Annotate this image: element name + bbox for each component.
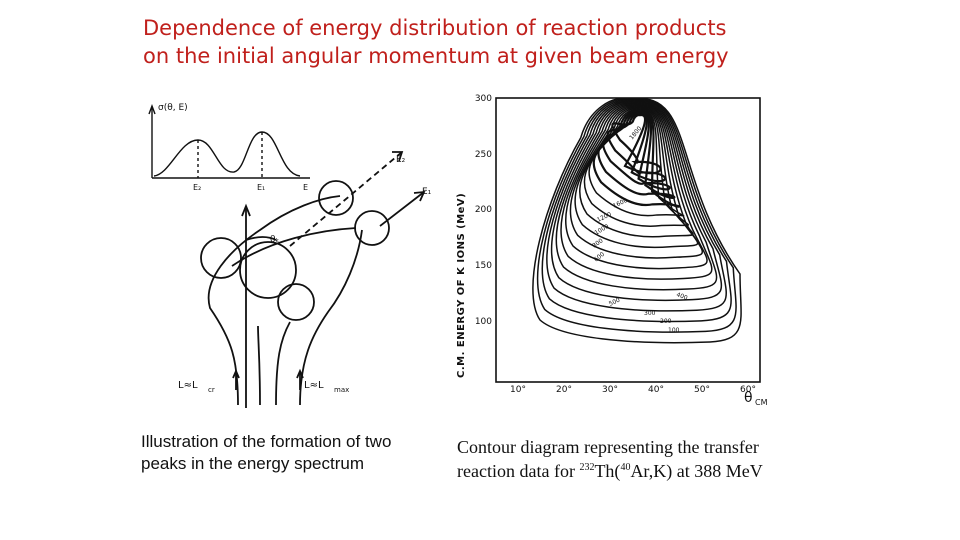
nucleus-center — [239, 241, 297, 299]
angle-arc — [245, 236, 277, 241]
right-caption-line-2: reaction data for 232Th(40Ar,K) at 388 M… — [457, 459, 817, 483]
spectrum-axis-label: σ(θ, E) — [158, 103, 188, 113]
slide-title-line-2: on the initial angular momentum at given… — [143, 44, 729, 68]
y-tick-200: 200 — [475, 205, 492, 215]
beam-label-e1: E₁ — [422, 187, 432, 197]
nucleus-lower-right — [277, 283, 315, 321]
contour-diagram-figure: C.M. ENERGY OF K IONS (MeV) 300 250 200 … — [456, 94, 768, 407]
contour-line — [592, 110, 680, 208]
angle-label: θₖ — [270, 235, 280, 245]
peak-label-e1: E₁ — [257, 183, 265, 192]
contour-line — [578, 107, 694, 238]
x-tick-60: 60° — [740, 385, 756, 395]
beam-label-e2: E₂ — [396, 155, 406, 165]
left-caption-line-2: peaks in the energy spectrum — [141, 454, 365, 473]
contour-label-1600: 1600 — [612, 197, 629, 210]
l-max-sub: max — [334, 386, 349, 394]
contour-line — [555, 102, 718, 291]
l-max-arrowhead — [296, 368, 304, 379]
spectrum-curve — [153, 131, 301, 177]
y-tick-100: 100 — [475, 317, 492, 327]
contour-label-100: 100 — [668, 327, 680, 334]
outer-trajectory-left — [207, 195, 341, 406]
contour-line — [583, 108, 689, 227]
contour-line — [541, 99, 732, 323]
y-tick-300: 300 — [475, 94, 492, 104]
peak-label-e: E — [303, 183, 308, 192]
contour-line — [569, 105, 704, 259]
x-tick-30: 30° — [602, 385, 618, 395]
right-figure-caption: Contour diagram representing the transfe… — [457, 435, 817, 483]
x-tick-40: 40° — [648, 385, 664, 395]
contour-line — [588, 109, 685, 217]
contour-line — [532, 97, 742, 344]
l-cr-label: L≈L — [178, 380, 198, 391]
contour-line — [550, 101, 723, 302]
contour-label-200: 200 — [660, 318, 672, 325]
x-tick-50: 50° — [694, 385, 710, 395]
contour-label-1200: 1200 — [596, 211, 613, 224]
contour-line — [602, 111, 671, 191]
left-figure-caption: Illustration of the formation of two pea… — [141, 431, 441, 475]
beam-e2-dashed — [289, 151, 403, 247]
l-max-label: L≈L — [304, 380, 324, 391]
spectrum-y-arrow — [148, 104, 156, 115]
mid-trajectory — [231, 227, 357, 267]
nucleus-upper — [318, 180, 354, 216]
contour-label-300: 300 — [644, 310, 656, 317]
contour-label-400: 400 — [675, 291, 688, 302]
contour-lines — [532, 97, 742, 344]
contour-line — [606, 112, 667, 183]
caption-suffix: Ar,K) at 388 MeV — [630, 461, 763, 481]
plot-frame — [495, 97, 761, 383]
contour-label-1000: 1000 — [594, 223, 611, 237]
x-tick-20: 20° — [556, 385, 572, 395]
slide-title: Dependence of energy distribution of rea… — [143, 14, 843, 70]
contour-line — [611, 113, 662, 175]
contour-line — [546, 100, 727, 312]
beam-e1-arrow — [413, 190, 426, 202]
contour-line — [574, 106, 699, 249]
contour-label-500: 500 — [608, 297, 622, 308]
reaction-schematic — [200, 151, 426, 408]
peak-label-e2: E₂ — [193, 183, 201, 192]
contour-line — [597, 110, 676, 199]
y-axis-label: C.M. ENERGY OF K IONS (MeV) — [456, 193, 467, 378]
beam-e2-arrow — [392, 151, 404, 162]
vertical-axis-arrow — [241, 203, 251, 217]
caption-prefix: reaction data for — [457, 461, 580, 481]
inner-trajectory-left — [257, 325, 261, 406]
caption-mid: Th( — [594, 461, 621, 481]
x-axis-sub: CM — [755, 398, 768, 407]
two-peak-schematic-figure: σ(θ, E) E₂ E₁ E E₂ E₁ θₖ L≈L cr L≈L max — [148, 103, 432, 408]
x-axis-label: θ — [744, 390, 753, 406]
contour-line — [536, 98, 737, 333]
inner-trajectory-right — [275, 321, 291, 406]
l-cr-sub: cr — [208, 386, 215, 394]
y-tick-150: 150 — [475, 261, 492, 271]
nucleus-left — [200, 237, 242, 279]
contour-line — [560, 103, 713, 280]
left-caption-line-1: Illustration of the formation of two — [141, 432, 392, 451]
right-caption-line-1: Contour diagram representing the transfe… — [457, 437, 759, 457]
l-cr-arrowhead — [232, 368, 240, 379]
caption-sup-232: 232 — [579, 462, 595, 473]
slide-title-line-1: Dependence of energy distribution of rea… — [143, 16, 727, 40]
energy-spectrum-inset — [148, 104, 310, 179]
contour-line — [564, 104, 708, 270]
outer-trajectory-right — [299, 229, 363, 406]
nucleus-right — [354, 210, 390, 246]
y-tick-250: 250 — [475, 150, 492, 160]
x-tick-10: 10° — [510, 385, 526, 395]
caption-sup-40: 40 — [620, 462, 631, 473]
beam-e1-line — [379, 191, 425, 227]
